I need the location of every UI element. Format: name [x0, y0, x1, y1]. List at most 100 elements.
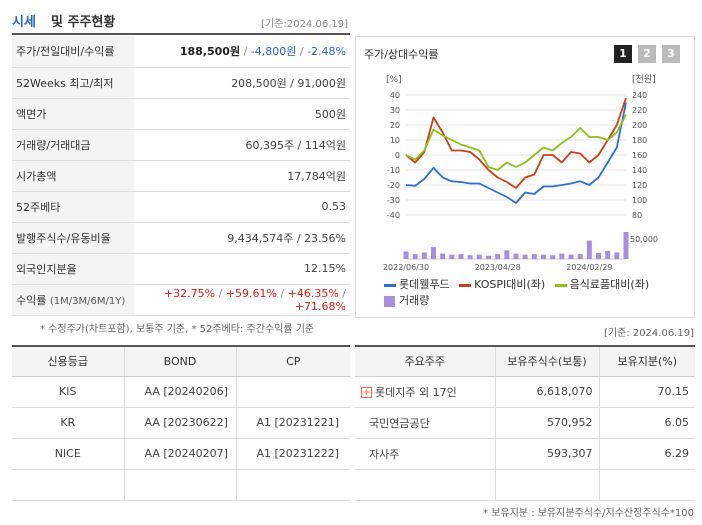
volume-bar	[541, 254, 546, 259]
volume-bar	[550, 255, 556, 259]
price-chart-panel: 주가/상대수익률 1 2 3 [%] [천원] 40 240 30 220 20 200 10 1…	[355, 36, 695, 318]
y-right-tick-label: 80	[632, 211, 642, 220]
volume-bar	[449, 254, 455, 259]
col-header: 보유주식수(보통)	[494, 345, 599, 377]
cp-cell: A1 [20231222]	[235, 438, 350, 470]
agency-cell: KR	[12, 407, 124, 439]
snapshot-row-price: 주가/전일대비/수익률 188,500원 / -4,800원 / -2.48%	[12, 36, 350, 68]
credit-rating-table: 신용등급 BOND CP KIS AA [20240206] KR AA [20…	[12, 345, 350, 501]
chart-page-2-button[interactable]: 2	[638, 45, 656, 63]
section-header: 시세 및 주주현황 [기준:2024.06.19]	[12, 9, 350, 35]
chart-page-3-button[interactable]: 3	[662, 45, 680, 63]
holder-name: 국민연금공단	[355, 407, 495, 439]
asof-date-2: [기준: 2024.06.19]	[603, 328, 694, 339]
table-row: 국민연금공단 570,952 6.05	[355, 407, 695, 439]
holder-name: 자사주	[355, 438, 495, 470]
snapshot-row-shares: 발행주식수/유동비율 9,434,574주 / 23.56%	[12, 222, 350, 254]
return-1m: +32.75%	[163, 286, 216, 300]
x-tick-label: 2024/02/29	[566, 263, 612, 272]
volume-bar	[531, 254, 537, 259]
row-value: 17,784억원	[134, 160, 350, 192]
series-line-2	[405, 97, 627, 189]
holder-shares: 570,952	[494, 407, 599, 439]
return-6m: +46.35%	[287, 286, 339, 300]
holder-pct: 70.15	[598, 376, 695, 408]
col-header: BOND	[123, 345, 236, 377]
chart-legend: 롯데웰푸드 KOSPI대비(좌) 음식료품대비(좌) 거래량	[384, 277, 694, 309]
agency-cell: NICE	[12, 438, 124, 470]
snapshot-table: 주가/전일대비/수익률 188,500원 / -4,800원 / -2.48% …	[12, 36, 350, 316]
col-header: 주요주주	[355, 345, 495, 377]
row-value: 12.15%	[134, 253, 350, 285]
row-value: 208,500원 / 91,000원	[134, 67, 350, 99]
volume-bar	[559, 253, 565, 259]
left-axis-unit: [%]	[386, 75, 402, 85]
section-title-holders: 및 주주현황	[51, 15, 116, 30]
y-left-tick-label: -30	[387, 196, 400, 205]
legend-label: KOSPI대비(좌)	[474, 278, 546, 291]
legend-item-s1: 롯데웰푸드	[384, 278, 450, 291]
credit-header-row: 신용등급 BOND CP	[12, 345, 350, 377]
agency-cell: KIS	[12, 376, 124, 408]
row-label: 52Weeks 최고/최저	[12, 67, 134, 99]
snapshot-row-52w: 52Weeks 최고/최저 208,500원 / 91,000원	[12, 67, 350, 99]
holders-header-row: 주요주주 보유주식수(보통) 보유지분(%)	[355, 345, 695, 377]
table-row: KIS AA [20240206]	[12, 376, 350, 408]
volume-bar	[513, 253, 519, 259]
chart-title: 주가/상대수익률	[364, 48, 439, 61]
volume-bar	[412, 254, 418, 259]
asof-date: [기준:2024.06.19]	[261, 19, 348, 30]
holder-pct	[598, 469, 695, 501]
y-right-tick-label: 220	[632, 106, 647, 115]
volume-bar	[614, 252, 620, 259]
volume-bar	[577, 254, 583, 259]
holder-shares	[494, 469, 599, 501]
volume-bar	[421, 252, 427, 259]
x-tick-label: 2022/06/30	[383, 263, 429, 272]
price-change: -4,800원	[250, 45, 297, 59]
row-value: 9,434,574주 / 23.56%	[134, 222, 350, 254]
row-label: 외국인지분율	[12, 253, 134, 285]
x-tick-label: 2023/04/28	[475, 263, 521, 272]
row-label: 액면가	[12, 98, 134, 130]
y-left-tick-label: 20	[390, 121, 400, 130]
row-value: 500원	[134, 98, 350, 130]
holder-name[interactable]: 롯데지주 외 17인	[375, 385, 457, 399]
y-left-tick-label: 0	[395, 151, 400, 160]
y-left-tick-label: 30	[390, 106, 400, 115]
agency-cell	[12, 469, 124, 501]
snapshot-row-par: 액면가 500원	[12, 98, 350, 130]
volume-bar	[467, 255, 473, 259]
snapshot-row-volume: 거래량/거래대금 60,395주 / 114억원	[12, 129, 350, 161]
holder-name-cell: + 롯데지주 외 17인	[355, 376, 495, 408]
legend-item-volume: 거래량	[384, 294, 429, 307]
bond-cell: AA [20230622]	[123, 407, 236, 439]
legend-swatch	[554, 283, 567, 287]
returns-period: (1M/3M/6M/1Y)	[49, 295, 126, 307]
volume-bar	[458, 254, 464, 259]
volume-bar	[431, 247, 436, 259]
y-right-tick-label: 200	[632, 121, 647, 130]
volume-bar	[596, 253, 601, 259]
series-line-1	[405, 102, 627, 204]
volume-bar	[568, 254, 574, 259]
section-title-quote: 시세	[12, 15, 36, 30]
y-right-tick-label: 120	[632, 181, 647, 190]
holder-shares: 6,618,070	[494, 376, 599, 408]
y-left-tick-label: -20	[387, 181, 400, 190]
return-3m: +59.61%	[225, 286, 277, 300]
volume-tick-label: 50,000	[630, 235, 658, 244]
table-row	[12, 469, 350, 501]
holder-pct: 6.29	[598, 438, 695, 470]
cp-cell: A1 [20231221]	[235, 407, 350, 439]
table-row: NICE AA [20240207] A1 [20231222]	[12, 438, 350, 470]
holder-shares: 593,307	[494, 438, 599, 470]
current-price: 188,500원	[179, 45, 241, 59]
legend-item-s2: KOSPI대비(좌)	[459, 278, 545, 291]
row-value: 0.53	[134, 191, 350, 223]
chart-page-1-button[interactable]: 1	[614, 45, 632, 63]
holder-name	[355, 469, 495, 501]
expand-plus-icon[interactable]: +	[361, 387, 372, 398]
volume-bar	[504, 250, 510, 259]
snapshot-row-foreign: 외국인지분율 12.15%	[12, 253, 350, 285]
